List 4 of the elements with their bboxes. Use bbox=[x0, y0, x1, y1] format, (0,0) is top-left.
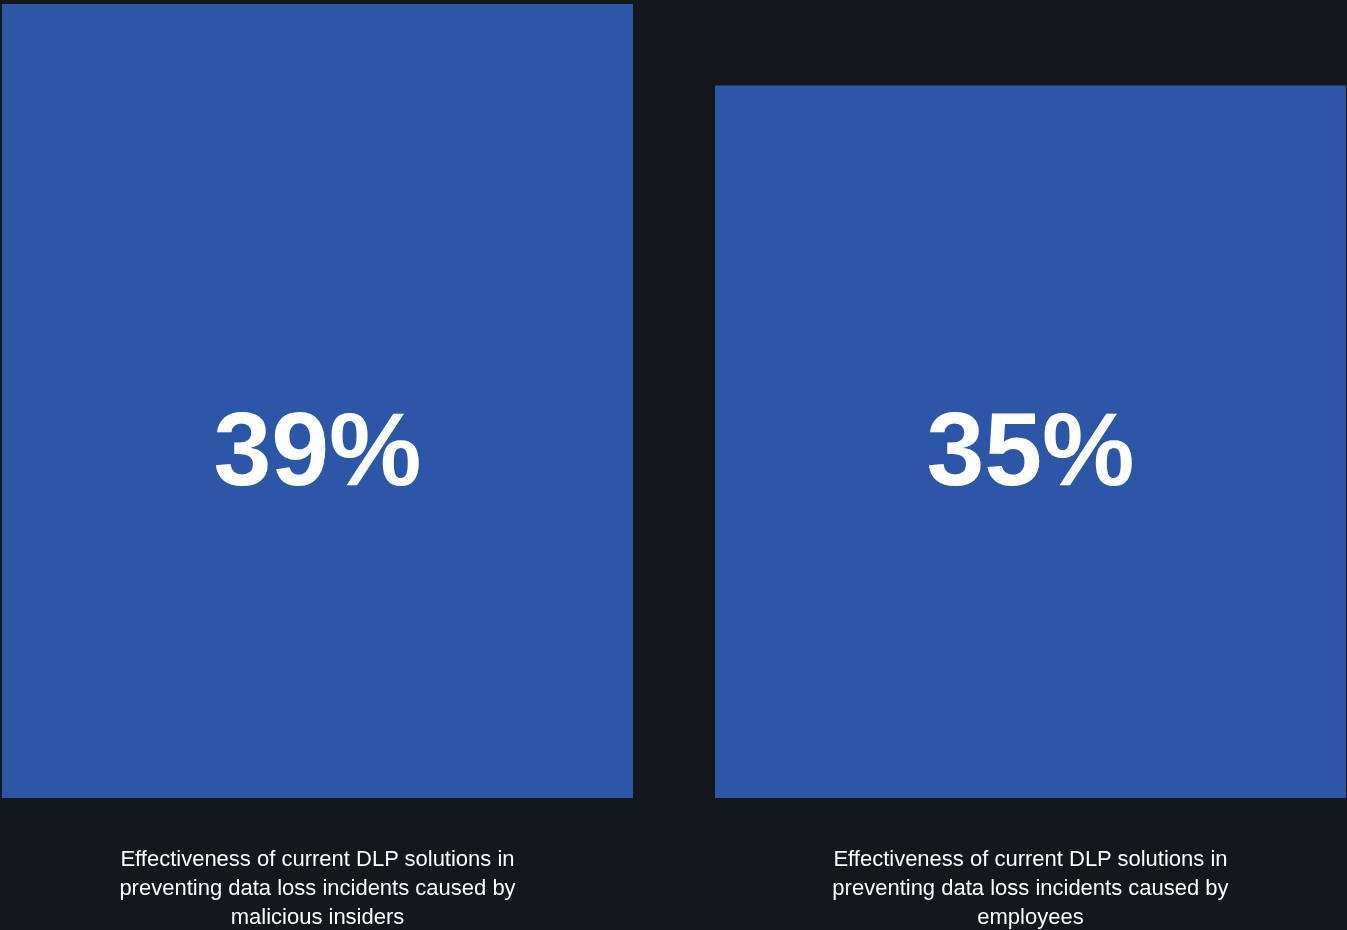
data-label: 35% bbox=[926, 391, 1135, 507]
x-tick-label: Effectiveness of current DLP solutions in preventing data loss incidents caused by employees bbox=[832, 846, 1229, 929]
data-label: 39% bbox=[213, 391, 422, 507]
x-tick-label: Effectiveness of current DLP solutions in preventing data loss incidents caused by malicious insiders bbox=[119, 846, 516, 929]
